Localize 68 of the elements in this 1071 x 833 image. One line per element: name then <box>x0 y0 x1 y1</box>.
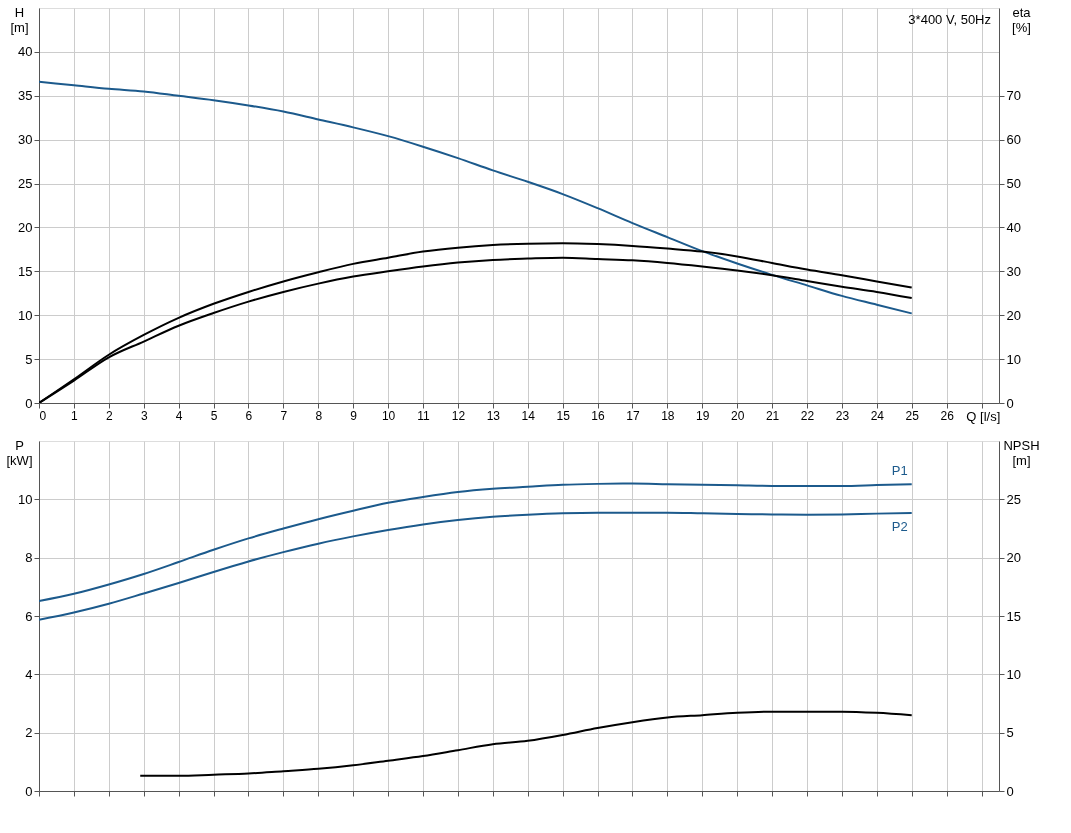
line-series <box>39 482 913 603</box>
x-tick-label: 3 <box>140 408 148 423</box>
y2-axis-title: eta [%] <box>1012 4 1032 35</box>
x-tick-label: 19 <box>696 408 710 423</box>
y-tick-label: 5 <box>25 351 33 367</box>
y2-tick-label: 20 <box>1006 307 1021 323</box>
y2-tick-label: 25 <box>1006 491 1021 507</box>
y2-tick-label: 50 <box>1006 176 1021 192</box>
x-tick-label: 9 <box>350 408 358 423</box>
y-tick-label: 35 <box>18 88 33 104</box>
x-axis-title: Q [l/s] <box>966 408 1001 424</box>
y2-tick-label: 0 <box>1006 783 1014 799</box>
y2-tick-label: 15 <box>1006 608 1021 624</box>
y-axis-title: H [m] <box>10 4 29 35</box>
x-tick-label: 13 <box>486 408 501 423</box>
x-tick-label: 8 <box>315 408 323 423</box>
y2-tick-label: 10 <box>1006 666 1021 682</box>
x-tick-label: 20 <box>731 408 745 423</box>
x-tick-label: 0 <box>39 408 47 423</box>
y2-tick-label: 60 <box>1006 132 1021 148</box>
x-tick-label: 5 <box>210 408 218 423</box>
x-tick-label: 12 <box>451 408 466 423</box>
y-tick-label: 6 <box>25 608 33 624</box>
y-axis-title: P [kW] <box>6 437 33 468</box>
x-tick-label: 11 <box>417 408 431 423</box>
y-tick-label: 30 <box>18 132 33 148</box>
y-tick-label: 25 <box>18 176 33 192</box>
y2-tick-label: 10 <box>1006 351 1021 367</box>
y-tick-label: 2 <box>25 725 33 741</box>
x-tick-label: 18 <box>661 408 675 423</box>
y-tick-label: 20 <box>18 219 33 235</box>
y2-tick-label: 30 <box>1006 263 1021 279</box>
series-label: P2 <box>891 519 908 535</box>
x-tick-label: 23 <box>835 408 850 423</box>
line-series <box>139 710 913 777</box>
x-tick-label: 24 <box>870 408 885 423</box>
x-tick-label: 26 <box>940 408 955 423</box>
line-series <box>39 511 913 621</box>
x-tick-label: 7 <box>280 408 288 423</box>
y-tick-label: 8 <box>25 550 33 566</box>
x-tick-label: 21 <box>765 408 780 423</box>
y-tick-label: 10 <box>18 491 33 507</box>
y2-tick-label: 0 <box>1006 395 1014 411</box>
y2-tick-label: 70 <box>1006 88 1021 104</box>
y-tick-label: 10 <box>18 307 33 323</box>
y-tick-label: 4 <box>25 666 33 682</box>
line-series <box>39 80 913 315</box>
series-label: P1 <box>891 463 908 479</box>
y-tick-label: 40 <box>18 44 33 60</box>
x-tick-label: 17 <box>626 408 640 423</box>
x-tick-label: 22 <box>800 408 815 423</box>
y-tick-label: 0 <box>25 783 33 799</box>
x-tick-label: 15 <box>556 408 571 423</box>
y-tick-label: 15 <box>18 263 33 279</box>
x-tick-label: 25 <box>905 408 920 423</box>
x-tick-label: 1 <box>71 408 79 423</box>
y2-axis-title: NPSH [m] <box>1003 437 1040 468</box>
y2-tick-label: 20 <box>1006 550 1021 566</box>
y-tick-label: 0 <box>25 395 33 411</box>
annotation: 3*400 V, 50Hz <box>908 12 991 27</box>
y2-tick-label: 40 <box>1006 219 1021 235</box>
y2-tick-label: 5 <box>1006 725 1014 741</box>
x-tick-label: 14 <box>521 408 536 423</box>
x-tick-label: 16 <box>591 408 606 423</box>
x-tick-label: 6 <box>245 408 253 423</box>
x-tick-label: 2 <box>105 408 113 423</box>
x-tick-label: 4 <box>175 408 183 423</box>
x-tick-label: 10 <box>381 408 396 423</box>
